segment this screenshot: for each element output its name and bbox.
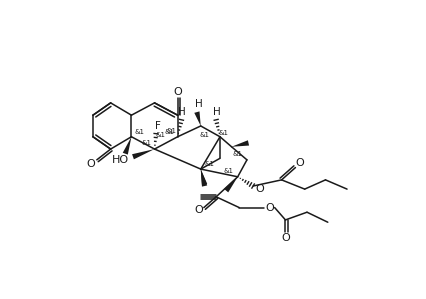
Text: F: F [154, 121, 160, 131]
Polygon shape [122, 137, 131, 155]
Text: O: O [264, 203, 273, 213]
Text: H: H [213, 107, 220, 117]
Text: &1: &1 [155, 132, 165, 138]
Polygon shape [200, 169, 207, 187]
Text: &1: &1 [134, 129, 144, 135]
Text: &1: &1 [219, 130, 228, 136]
Text: O: O [193, 205, 202, 215]
Text: O: O [280, 234, 289, 243]
Text: HO: HO [112, 155, 129, 165]
Text: &1: &1 [166, 128, 176, 134]
Text: &1: &1 [232, 152, 242, 158]
Text: O: O [86, 159, 95, 169]
Text: &1: &1 [223, 168, 233, 174]
Text: O: O [254, 184, 263, 194]
Text: &1: &1 [164, 129, 175, 135]
Text: H: H [177, 107, 185, 117]
Polygon shape [132, 149, 154, 159]
Text: O: O [173, 87, 181, 97]
Text: O: O [295, 158, 304, 168]
Polygon shape [224, 177, 237, 192]
Text: &1: &1 [199, 132, 209, 138]
Text: H: H [194, 99, 202, 109]
Text: &1: &1 [204, 161, 214, 167]
Polygon shape [194, 112, 200, 126]
Polygon shape [231, 140, 248, 147]
Text: &1: &1 [141, 140, 152, 146]
Polygon shape [200, 169, 207, 185]
